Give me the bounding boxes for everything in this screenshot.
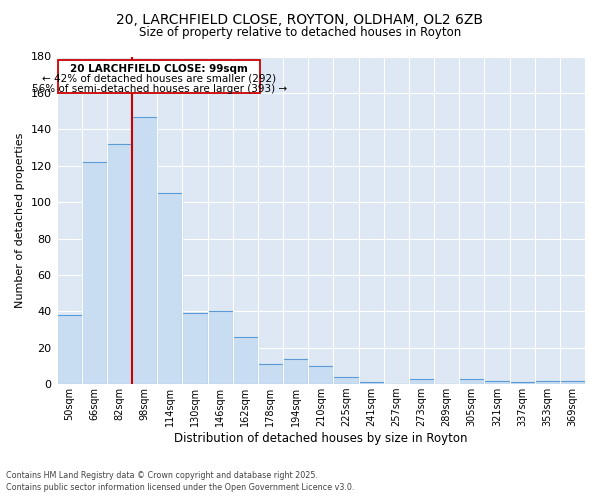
Bar <box>509 382 535 384</box>
Bar <box>208 312 233 384</box>
Text: ← 42% of detached houses are smaller (292): ← 42% of detached houses are smaller (29… <box>42 74 276 84</box>
Bar <box>56 315 82 384</box>
Bar <box>107 144 132 384</box>
Bar <box>58 60 260 93</box>
Bar <box>258 364 283 384</box>
Text: Size of property relative to detached houses in Royton: Size of property relative to detached ho… <box>139 26 461 39</box>
Bar <box>535 380 560 384</box>
Bar <box>132 116 157 384</box>
Text: 56% of semi-detached houses are larger (393) →: 56% of semi-detached houses are larger (… <box>32 84 287 94</box>
Bar <box>334 377 359 384</box>
Text: 20 LARCHFIELD CLOSE: 99sqm: 20 LARCHFIELD CLOSE: 99sqm <box>70 64 248 74</box>
X-axis label: Distribution of detached houses by size in Royton: Distribution of detached houses by size … <box>174 432 467 445</box>
Bar <box>359 382 383 384</box>
Bar <box>157 193 182 384</box>
Text: Contains HM Land Registry data © Crown copyright and database right 2025.
Contai: Contains HM Land Registry data © Crown c… <box>6 471 355 492</box>
Bar <box>182 313 208 384</box>
Bar <box>82 162 107 384</box>
Bar <box>233 337 258 384</box>
Bar <box>308 366 334 384</box>
Bar <box>459 378 484 384</box>
Y-axis label: Number of detached properties: Number of detached properties <box>15 132 25 308</box>
Bar <box>560 380 585 384</box>
Text: 20, LARCHFIELD CLOSE, ROYTON, OLDHAM, OL2 6ZB: 20, LARCHFIELD CLOSE, ROYTON, OLDHAM, OL… <box>116 12 484 26</box>
Bar <box>409 378 434 384</box>
Bar <box>484 380 509 384</box>
Bar <box>283 358 308 384</box>
